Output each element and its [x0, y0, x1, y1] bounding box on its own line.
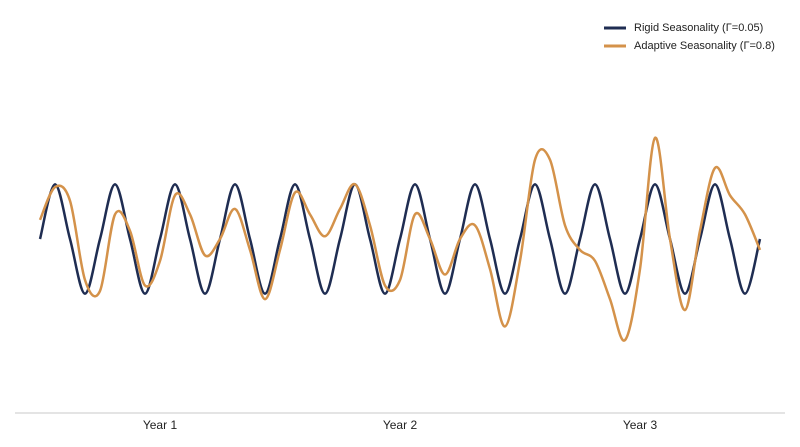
x-tick-label: Year 3	[623, 418, 658, 432]
x-tick-label: Year 1	[143, 418, 178, 432]
legend-label: Rigid Seasonality (Γ=0.05)	[634, 22, 763, 34]
series-line	[38, 136, 762, 342]
legend-label: Adaptive Seasonality (Γ=0.8)	[634, 40, 775, 52]
series-line	[38, 183, 762, 295]
x-tick-label: Year 2	[383, 418, 418, 432]
